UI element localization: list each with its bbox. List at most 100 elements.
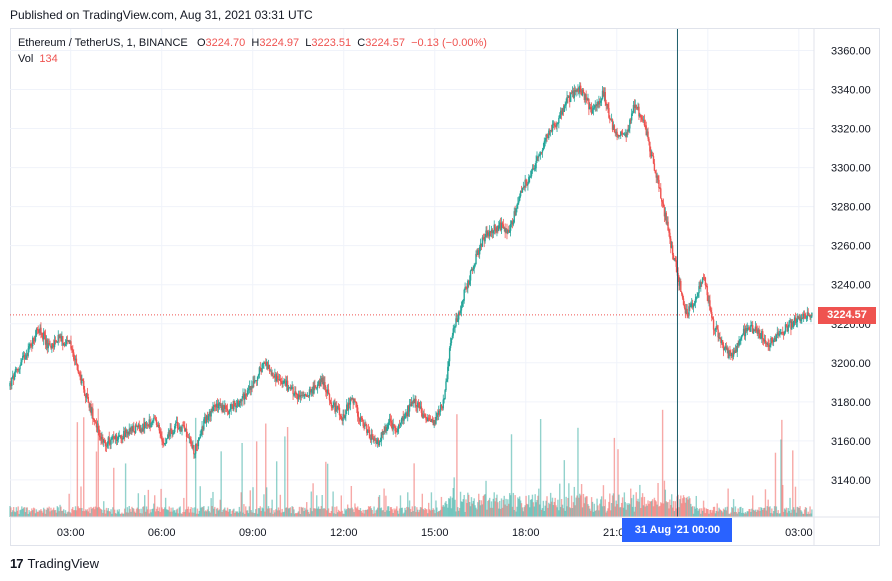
candle-body	[335, 406, 337, 412]
volume-bar	[776, 513, 778, 517]
candle-body	[423, 414, 425, 416]
volume-bar	[599, 503, 601, 517]
volume-bar	[47, 508, 49, 517]
candle-body	[352, 398, 354, 404]
volume-bar	[368, 506, 371, 517]
candle-body	[397, 424, 400, 429]
volume-bar	[427, 502, 430, 517]
volume-bar	[265, 487, 268, 517]
candle-body	[374, 439, 376, 441]
volume-bar	[674, 501, 677, 517]
tradingview-logo[interactable]: 17 TradingView	[10, 556, 99, 571]
volume-bar	[165, 509, 168, 517]
candle-body	[377, 439, 380, 445]
volume-bar	[281, 508, 283, 517]
candle-body	[124, 429, 127, 438]
volume-bar	[638, 501, 640, 517]
candle-body	[186, 436, 189, 438]
volume-bar	[234, 512, 236, 517]
candle-body	[550, 129, 553, 132]
candle-body	[623, 133, 626, 135]
chart-frame[interactable]	[10, 28, 880, 546]
volume-bar	[398, 508, 401, 517]
volume-bar	[681, 503, 683, 517]
volume-bar	[561, 504, 564, 517]
volume-bar	[215, 513, 217, 517]
volume-bar	[257, 508, 260, 517]
candle-body	[152, 420, 154, 422]
volume-bar	[469, 506, 472, 517]
volume-bar	[142, 506, 144, 517]
volume-bar	[228, 509, 231, 517]
volume-bar	[406, 506, 408, 517]
candle-body	[63, 343, 66, 346]
symbol-label[interactable]: Ethereum / TetherUS, 1, BINANCE	[18, 37, 188, 49]
candle-body	[558, 117, 560, 123]
candle-body	[97, 426, 99, 430]
candle-body	[121, 437, 123, 440]
candle-body	[692, 305, 695, 308]
candle-body	[497, 225, 499, 231]
candle-body	[34, 335, 37, 341]
volume-bar	[701, 510, 704, 517]
candle-body	[703, 277, 706, 279]
volume-bar	[691, 506, 694, 517]
volume-bar	[455, 511, 457, 517]
candle-body	[9, 382, 11, 387]
volume-bar	[792, 507, 795, 517]
candle-body	[596, 102, 598, 106]
candle-body	[801, 317, 803, 320]
y-tick-label: 3260.00	[831, 241, 871, 253]
volume-bar	[174, 512, 177, 517]
volume-bar	[773, 506, 776, 517]
volume-bar	[417, 512, 420, 517]
volume-bar	[555, 505, 557, 517]
candle-body	[630, 119, 632, 121]
candle-body	[607, 104, 609, 108]
candle-body	[54, 340, 57, 342]
candle-body	[639, 114, 641, 117]
candle-body	[528, 177, 530, 184]
volume-bar	[412, 511, 414, 517]
candle-body	[314, 385, 316, 387]
volume-bar	[179, 506, 181, 517]
volume-bar	[586, 496, 588, 517]
candle-body	[291, 386, 293, 388]
candle-body	[64, 344, 67, 346]
candle-body	[508, 230, 511, 233]
candle-body	[731, 352, 733, 356]
candle-body	[224, 405, 226, 409]
candle-body	[275, 376, 278, 381]
high-value: 3224.97	[259, 37, 300, 49]
candle-body	[630, 113, 633, 121]
volume-bar	[637, 498, 639, 517]
volume-bar	[664, 489, 667, 517]
candle-body	[232, 405, 234, 410]
candle-body	[478, 250, 480, 255]
volume-bar	[278, 510, 281, 517]
volume-bar	[105, 507, 108, 517]
candle-body	[498, 225, 500, 231]
candle-body	[170, 428, 172, 432]
candle-body	[656, 176, 658, 178]
candle-body	[641, 119, 644, 121]
candle-body	[403, 418, 405, 421]
candle-body	[807, 312, 809, 316]
candle-body	[183, 425, 185, 427]
candle-body	[29, 344, 31, 347]
volume-bar	[218, 509, 221, 517]
candle-body	[27, 348, 29, 356]
volume-bar	[655, 501, 657, 517]
candle-body	[488, 232, 490, 237]
candle-body	[411, 402, 414, 404]
candle-body	[428, 420, 431, 421]
volume-bar	[243, 504, 245, 517]
volume-bar	[125, 512, 128, 517]
candle-body	[691, 303, 694, 308]
candle-body	[471, 268, 474, 271]
candle-body	[686, 308, 688, 316]
candle-body	[263, 362, 265, 364]
candle-body	[699, 286, 701, 287]
candle-body	[746, 328, 748, 332]
